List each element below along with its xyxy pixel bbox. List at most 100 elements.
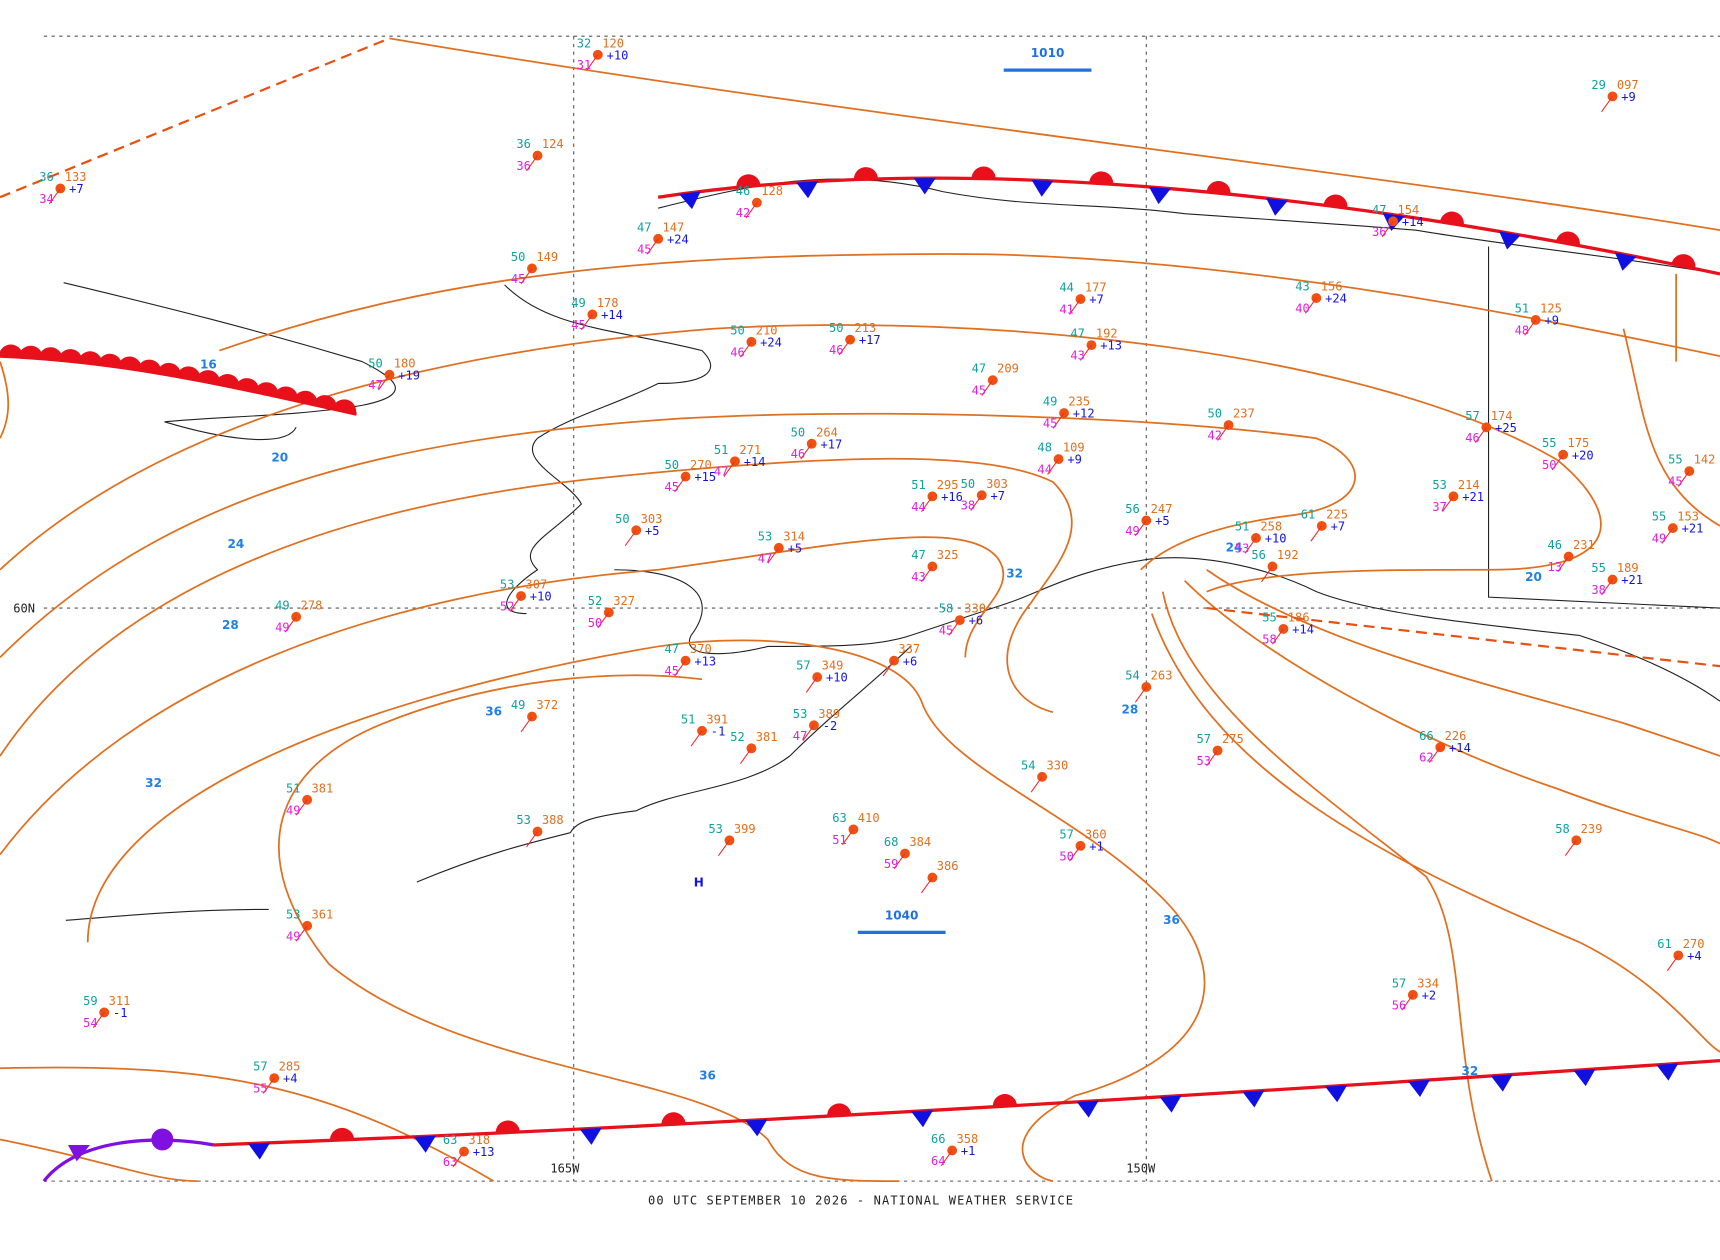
temperature: 50 [368, 356, 383, 370]
wind-barb [1401, 994, 1414, 1011]
pressure: 109 [1063, 441, 1085, 455]
pressure: 214 [1458, 478, 1480, 492]
warm-front-symbol [495, 1120, 520, 1134]
temperature: 50 [791, 425, 806, 439]
pressure: 384 [909, 835, 931, 849]
wind-barb [1474, 426, 1487, 443]
isobar [0, 457, 1073, 757]
coastline [658, 178, 1720, 275]
wind-barb [1428, 746, 1441, 763]
pressure-tendency: +14 [744, 455, 766, 469]
wind-barb [92, 1012, 105, 1029]
wind-barb [1244, 537, 1257, 554]
pressure-tendency: +5 [788, 541, 803, 555]
warm-front-symbol [1671, 254, 1696, 269]
warm-front-symbol [235, 378, 260, 393]
temperature: 50 [511, 250, 526, 264]
wind-barb [739, 341, 752, 358]
isobar-label: 32 [1006, 567, 1023, 581]
temperature: 44 [1059, 281, 1074, 295]
temperature: 57 [796, 659, 811, 673]
pressure: 209 [997, 362, 1019, 376]
pressure: 177 [1085, 281, 1107, 295]
temperature: 61 [1301, 507, 1316, 521]
cold-front-symbol [1159, 1095, 1182, 1113]
isobar [1161, 591, 1493, 1182]
wind-barb [1206, 750, 1219, 767]
pressure: 156 [1321, 280, 1343, 294]
warm-front-symbol [156, 362, 181, 378]
wind-barb [1310, 525, 1323, 542]
grid [43, 35, 1720, 1182]
temperature: 50 [961, 477, 976, 491]
cold-front-symbol [1031, 179, 1054, 197]
dewpoint: 38 [961, 499, 976, 513]
temperature: 63 [443, 1133, 458, 1147]
temperature: 55 [1668, 453, 1683, 467]
grid-label: 150W [1126, 1162, 1156, 1176]
pressure-tendency: +1 [1089, 839, 1104, 853]
cold-front-symbol [579, 1127, 602, 1145]
pressure: 239 [1581, 822, 1603, 836]
pressure-tendency: +14 [601, 308, 623, 322]
temperature: 52 [588, 594, 603, 608]
pressure: 097 [1617, 78, 1639, 92]
pressure-tendency: +4 [1687, 949, 1702, 963]
temperature: 32 [577, 36, 592, 50]
pressure-tendency: +14 [1449, 741, 1471, 755]
station-marker [302, 920, 313, 931]
cold-front-symbol [1614, 252, 1637, 271]
dewpoint: 43 [1070, 349, 1085, 363]
temperature: 43 [1295, 280, 1310, 294]
wind-barb [1134, 520, 1147, 537]
coastline [63, 282, 396, 441]
wind-barb [624, 529, 637, 546]
wind-barb [1442, 496, 1454, 512]
temperature: 47 [972, 362, 987, 376]
occluded-front [42, 1138, 215, 1183]
pressure-tendency: +17 [859, 333, 881, 347]
dewpoint: 50 [1059, 849, 1074, 863]
dewpoint: 36 [516, 159, 531, 173]
pressure: 381 [756, 730, 778, 744]
dewpoint: 55 [253, 1082, 268, 1096]
dewpoint: 46 [730, 345, 745, 359]
pressure: 337 [898, 642, 920, 656]
pressure-label: 1040 [885, 908, 919, 922]
pressure-tendency: +13 [473, 1145, 495, 1159]
pressure-tendency: +10 [1265, 532, 1287, 546]
temperature: 58 [1555, 822, 1570, 836]
pressure-tendency: +21 [1682, 522, 1704, 536]
temperature: 49 [1043, 395, 1058, 409]
warm-front-symbol [661, 1112, 686, 1125]
dewpoint: 51 [832, 833, 847, 847]
station-marker [1278, 623, 1289, 634]
isobar-label: 24 [227, 537, 244, 551]
pressure: 149 [536, 250, 558, 264]
cold-front-symbol [679, 191, 701, 210]
wind-barb [262, 1077, 275, 1094]
warm-front-symbol [58, 349, 83, 363]
warm-front-symbol [853, 167, 878, 180]
temperature: 57 [1196, 732, 1211, 746]
temperature: 53 [1432, 478, 1447, 492]
dewpoint: 47 [714, 465, 729, 479]
station-marker [302, 794, 313, 805]
dewpoint: 53 [1196, 754, 1211, 768]
temperature: 49 [571, 296, 586, 310]
fronts [0, 166, 1720, 1183]
warm-front-symbol [293, 390, 318, 406]
pressure-tendency: +12 [1073, 407, 1095, 421]
wind-barb [920, 877, 933, 894]
wind-barb [1217, 424, 1230, 441]
cold-front-symbol [1076, 1100, 1099, 1118]
isobar [0, 273, 1720, 527]
pressure: 263 [1151, 669, 1173, 683]
temperature: 66 [1419, 729, 1434, 743]
dewpoint: 44 [911, 500, 926, 514]
dewpoint: 45 [511, 272, 526, 286]
station-marker [889, 655, 899, 666]
pressure-tendency: +10 [826, 671, 848, 685]
wind-barb [882, 660, 895, 677]
